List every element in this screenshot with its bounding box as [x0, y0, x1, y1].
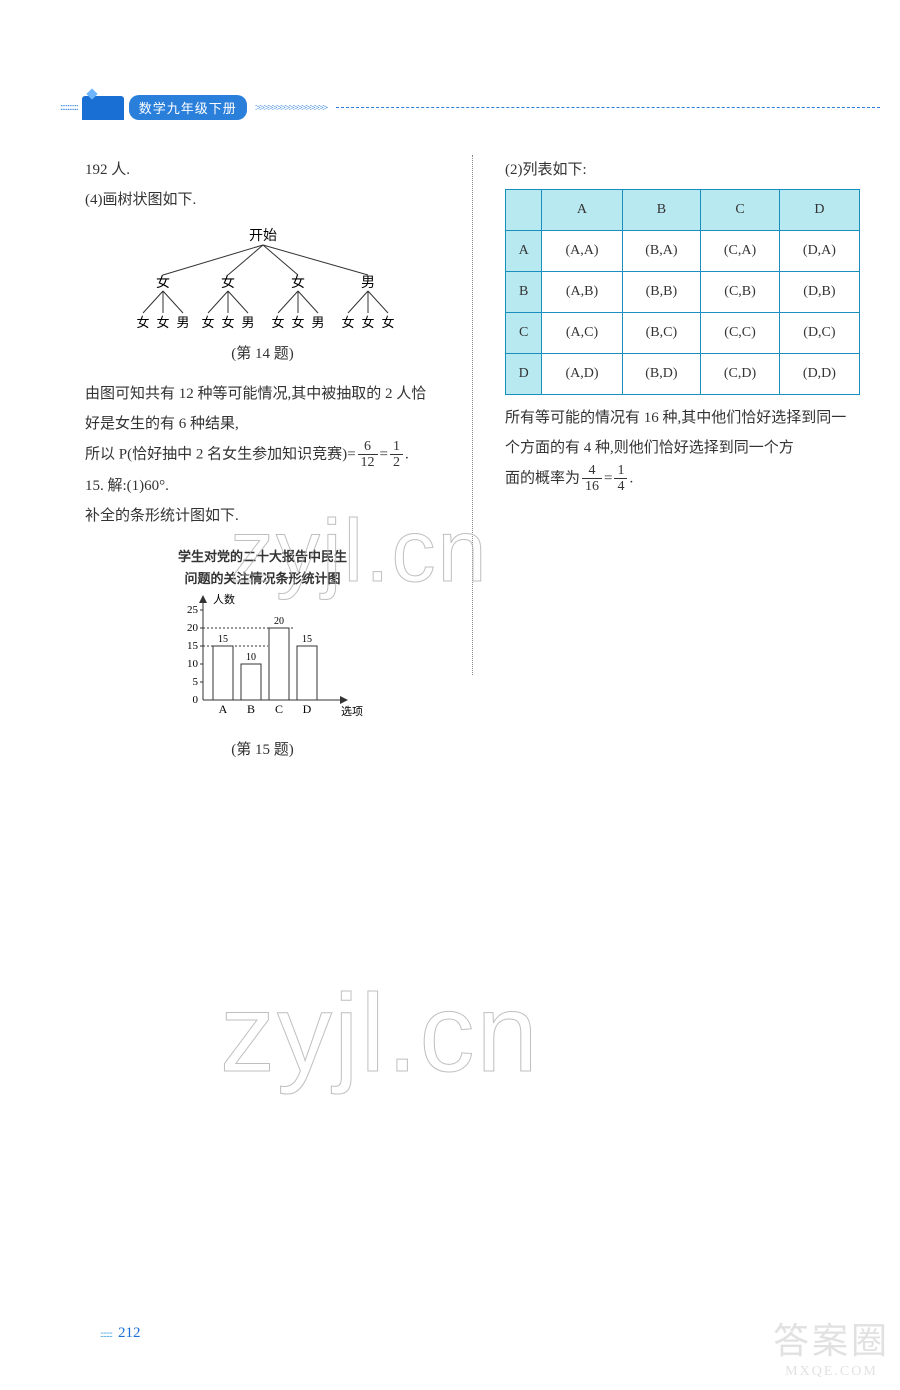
bar-chart: 学生对党的二十大报告中民生 问题的关注情况条形统计图 人数 选项 0 5 10 … — [85, 546, 440, 765]
corner-badge: 答案圈 MXQE.COM — [773, 1312, 890, 1380]
table-row: B (A,B) (B,B) (C,B) (D,B) — [506, 272, 860, 313]
svg-text:女: 女 — [381, 315, 394, 330]
tree-svg: 开始 女 女 女 男 女 女 男 女 女 — [113, 225, 413, 335]
text-p6: 补全的条形统计图如下. — [85, 501, 440, 531]
svg-text:A: A — [218, 702, 227, 716]
watermark-2: zyjl.cn — [220, 970, 540, 1097]
chevron-icon: >>>>>>>>>>>>>>>>> — [255, 102, 326, 114]
th-2: B — [622, 190, 701, 231]
table-row: D (A,D) (B,D) (C,D) (D,D) — [506, 354, 860, 395]
corner-url: MXQE.COM — [773, 1364, 890, 1380]
probability-table: A B C D A (A,A) (B,A) (C,A) (D,A) B (A,B… — [505, 189, 860, 395]
table-body: A (A,A) (B,A) (C,A) (D,A) B (A,B) (B,B) … — [506, 231, 860, 395]
page-number: ::::::::212 — [100, 1325, 141, 1342]
svg-text:男: 男 — [176, 315, 189, 330]
svg-text:20: 20 — [274, 616, 284, 627]
table-row: A (A,A) (B,A) (C,A) (D,A) — [506, 231, 860, 272]
svg-text:15: 15 — [302, 634, 312, 645]
svg-text:女: 女 — [341, 315, 354, 330]
svg-text:男: 男 — [311, 315, 324, 330]
svg-text:20: 20 — [187, 622, 199, 634]
svg-text:15: 15 — [187, 640, 199, 652]
page-header: :::::::::: 数学九年级下册 >>>>>>>>>>>>>>>>> — [60, 95, 880, 120]
corner-ch: 答案圈 — [773, 1312, 890, 1364]
th-4: D — [779, 190, 859, 231]
text-p4: 所以 P(恰好抽中 2 名女生参加知识竞赛)=612=12. — [85, 439, 440, 471]
th-0 — [506, 190, 542, 231]
svg-text:15: 15 — [218, 634, 228, 645]
tree-diagram: 开始 女 女 女 男 女 女 男 女 女 — [85, 225, 440, 369]
book-icon — [82, 96, 124, 120]
text-p3: 由图可知共有 12 种等可能情况,其中被抽取的 2 人恰好是女生的有 6 种结果… — [85, 379, 440, 439]
th-1: A — [542, 190, 622, 231]
left-column: 192 人. (4)画树状图如下. 开始 女 女 女 男 女 女 男 — [85, 155, 445, 780]
svg-text:女: 女 — [221, 274, 235, 291]
svg-text:女: 女 — [156, 274, 170, 291]
th-3: C — [701, 190, 780, 231]
frac-1-2: 12 — [390, 439, 403, 471]
svg-text:人数: 人数 — [213, 593, 235, 606]
header-dots-icon: :::::::::: — [60, 102, 78, 113]
table-row: C (A,C) (B,C) (C,C) (D,C) — [506, 313, 860, 354]
header-line — [336, 107, 880, 108]
svg-text:女: 女 — [291, 315, 304, 330]
frac-6-12: 612 — [358, 439, 378, 471]
svg-text:女: 女 — [136, 315, 149, 330]
frac-1-4: 14 — [614, 463, 627, 495]
svg-text:25: 25 — [187, 604, 199, 616]
right-column: (2)列表如下: A B C D A (A,A) (B,A) (C,A) (D,… — [500, 155, 860, 780]
page-dots-icon: :::::::: — [100, 1329, 112, 1339]
svg-text:10: 10 — [187, 658, 199, 670]
frac-4-16: 416 — [582, 463, 602, 495]
text-r3: 面的概率为416=14. — [505, 463, 860, 495]
svg-text:D: D — [302, 702, 311, 716]
svg-text:C: C — [274, 702, 282, 716]
text-p5: 15. 解:(1)60°. — [85, 471, 440, 501]
text-r2: 所有等可能的情况有 16 种,其中他们恰好选择到同一个方面的有 4 种,则他们恰… — [505, 403, 860, 463]
svg-text:B: B — [246, 702, 254, 716]
svg-text:0: 0 — [192, 694, 198, 706]
text-p2: (4)画树状图如下. — [85, 185, 440, 215]
column-divider — [472, 155, 473, 675]
svg-text:10: 10 — [246, 652, 256, 663]
svg-text:男: 男 — [361, 276, 375, 291]
tree-caption: (第 14 题) — [85, 339, 440, 369]
chart-title-1: 学生对党的二十大报告中民生 — [85, 546, 440, 568]
chart-caption: (第 15 题) — [85, 735, 440, 765]
bar-chart-svg: 人数 选项 0 5 10 15 20 25 15 — [163, 590, 363, 720]
svg-text:女: 女 — [156, 315, 169, 330]
header-badge: 数学九年级下册 — [129, 95, 247, 120]
tree-root: 开始 — [249, 228, 277, 244]
table-head: A B C D — [506, 190, 860, 231]
svg-text:选项: 选项 — [341, 705, 363, 718]
svg-text:男: 男 — [241, 315, 254, 330]
svg-text:女: 女 — [201, 315, 214, 330]
svg-text:女: 女 — [291, 274, 305, 291]
svg-text:女: 女 — [221, 315, 234, 330]
svg-text:女: 女 — [361, 315, 374, 330]
svg-text:5: 5 — [192, 676, 198, 688]
p4-pre: 所以 P(恰好抽中 2 名女生参加知识竞赛)= — [85, 446, 356, 462]
text-p1: 192 人. — [85, 155, 440, 185]
chart-title-2: 问题的关注情况条形统计图 — [85, 568, 440, 590]
svg-text:女: 女 — [271, 315, 284, 330]
text-r1: (2)列表如下: — [505, 155, 860, 185]
main-content: 192 人. (4)画树状图如下. 开始 女 女 女 男 女 女 男 — [85, 155, 860, 780]
